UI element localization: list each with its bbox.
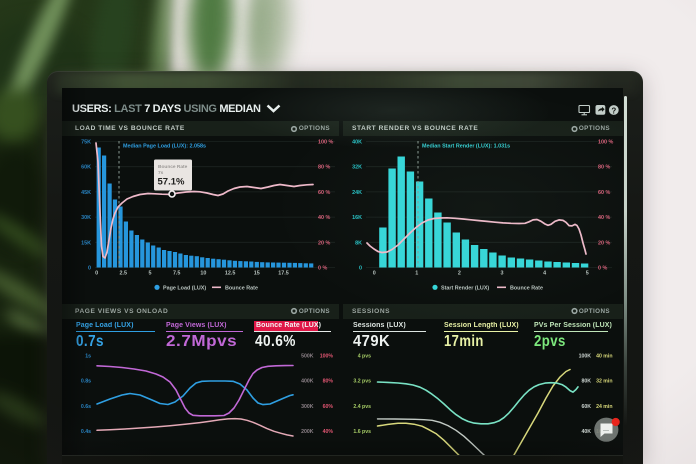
svg-text:80K: 80K [581,379,591,385]
svg-text:32 min: 32 min [596,379,612,385]
svg-text:30K: 30K [81,215,91,221]
svg-text:0: 0 [373,271,376,277]
svg-text:40K: 40K [581,429,591,435]
svg-text:0: 0 [88,266,91,272]
svg-text:40 min: 40 min [596,353,612,359]
svg-text:80 %: 80 % [598,165,610,171]
svg-text:4 pvs: 4 pvs [358,353,371,359]
svg-text:Median Start Render (LUX): 1.0: Median Start Render (LUX): 1.031s [422,144,510,150]
svg-text:75K: 75K [81,140,91,146]
svg-text:40 %: 40 % [318,215,330,221]
svg-text:4: 4 [543,271,546,277]
svg-text:100 %: 100 % [598,140,613,146]
svg-text:60 %: 60 % [598,190,610,196]
svg-text:0.8s: 0.8s [81,379,91,385]
svg-text:32K: 32K [352,165,362,171]
svg-text:60 %: 60 % [318,190,330,196]
svg-text:0 %: 0 % [318,266,327,272]
svg-text:Page Load (LUX): Page Load (LUX) [163,286,206,292]
svg-text:0.6s: 0.6s [81,404,91,410]
svg-text:100K: 100K [579,353,592,359]
svg-text:5: 5 [586,271,589,277]
svg-text:1: 1 [415,271,418,277]
svg-text:Median Page Load (LUX): 2.058s: Median Page Load (LUX): 2.058s [123,144,206,150]
svg-text:40%: 40% [323,429,334,435]
svg-text:17.5: 17.5 [278,271,289,277]
svg-text:15K: 15K [81,240,91,246]
svg-text:0.4s: 0.4s [81,429,91,435]
svg-text:5: 5 [149,271,152,277]
svg-text:0 %: 0 % [598,266,607,272]
svg-text:0: 0 [359,266,362,272]
svg-text:0: 0 [95,271,98,277]
svg-text:Start Render (LUX): Start Render (LUX) [441,286,489,292]
svg-text:3.2 pvs: 3.2 pvs [353,379,371,385]
svg-text:15: 15 [254,271,260,277]
svg-text:60K: 60K [81,165,91,171]
svg-text:1s: 1s [85,353,91,359]
svg-text:200K: 200K [301,429,314,435]
svg-text:7.5: 7.5 [173,271,181,277]
svg-text:20 %: 20 % [598,240,610,246]
svg-text:500K: 500K [301,353,314,359]
svg-text:80 %: 80 % [318,165,330,171]
svg-text:2.4 pvs: 2.4 pvs [353,404,371,410]
svg-text:3: 3 [501,271,504,277]
svg-text:60%: 60% [323,404,334,410]
svg-text:10: 10 [200,271,206,277]
svg-text:7s: 7s [158,170,164,176]
svg-text:1.6 pvs: 1.6 pvs [353,429,371,435]
svg-text:24K: 24K [352,190,362,196]
svg-text:2.5: 2.5 [120,271,128,277]
svg-text:Bounce Rate: Bounce Rate [225,286,258,292]
svg-text:40 %: 40 % [598,215,610,221]
svg-text:12.5: 12.5 [225,271,236,277]
svg-text:60K: 60K [581,404,591,410]
svg-text:Bounce Rate: Bounce Rate [510,286,543,292]
svg-text:8K: 8K [355,240,362,246]
svg-text:24 min: 24 min [596,404,612,410]
svg-text:300K: 300K [301,404,314,410]
svg-text:400K: 400K [301,379,314,385]
svg-text:100 %: 100 % [318,140,333,146]
svg-text:80%: 80% [323,379,334,385]
svg-text:2: 2 [458,271,461,277]
svg-text:20 %: 20 % [318,240,330,246]
svg-text:16K: 16K [352,215,362,221]
svg-text:?: ? [611,106,616,115]
svg-text:100%: 100% [320,353,334,359]
svg-text:57.1%: 57.1% [158,177,185,188]
svg-text:40K: 40K [352,140,362,146]
svg-text:45K: 45K [81,190,91,196]
svg-text:Bounce Rate: Bounce Rate [158,164,188,170]
